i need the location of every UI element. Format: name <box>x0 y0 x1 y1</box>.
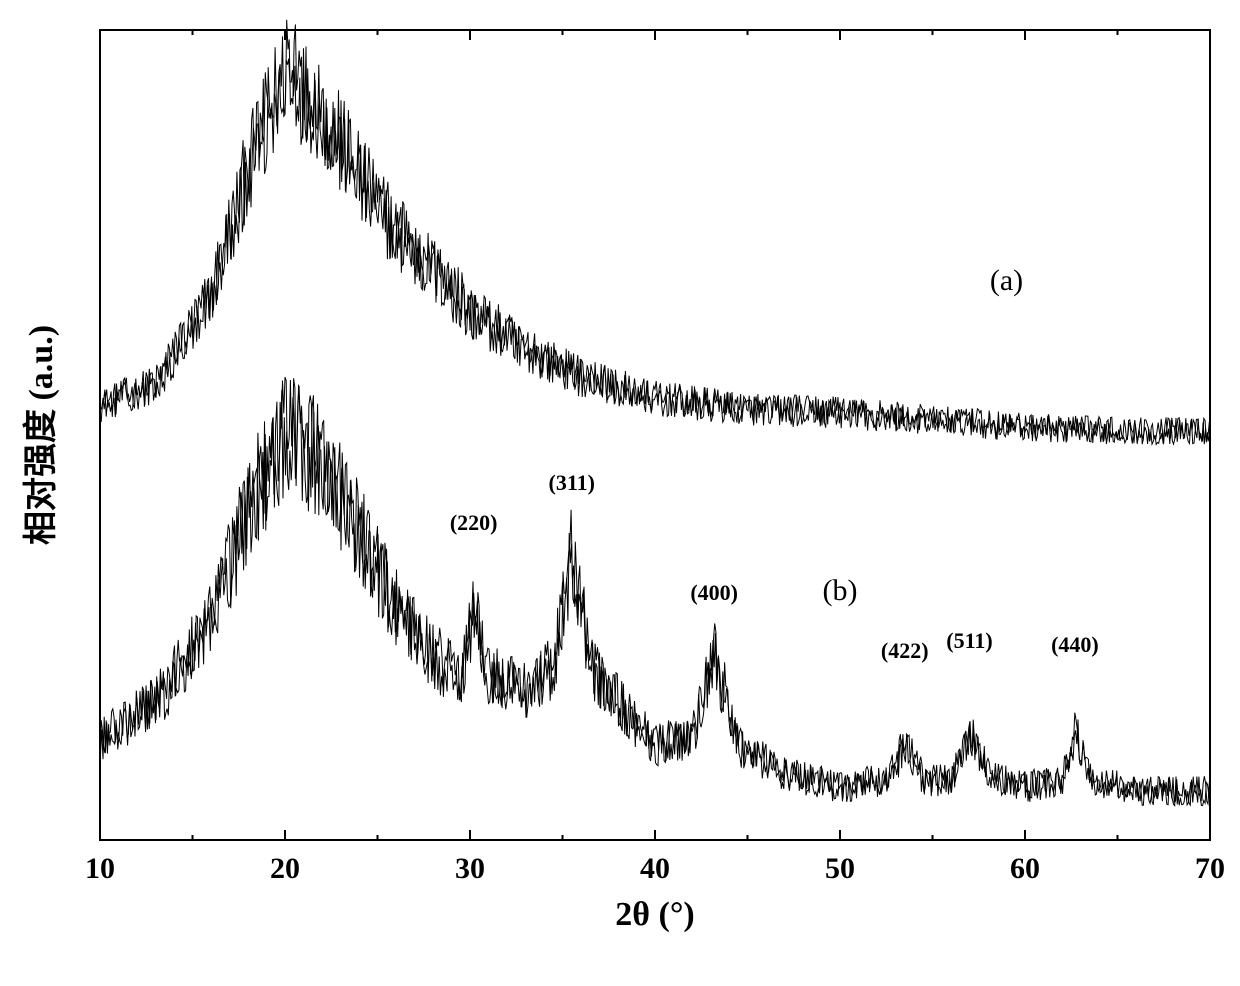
xrd-chart: 10 20 30 40 50 60 70 2θ (°) 相对强度 (a.u.) (a) (b) (22… <box>0 0 1240 986</box>
x-tick-label: 50 <box>825 852 855 885</box>
series-label-a: (a) <box>990 264 1023 297</box>
x-tick-label: 10 <box>85 852 115 885</box>
chart-svg: 10 20 30 40 50 60 70 2θ (°) 相对强度 (a.u.) (a) (b) (22… <box>0 0 1240 986</box>
peak-label: (400) <box>690 580 738 605</box>
peak-label: (511) <box>946 628 992 653</box>
peak-label: (440) <box>1051 632 1099 657</box>
series-label-b: (b) <box>823 574 858 607</box>
x-tick-label: 20 <box>270 852 300 885</box>
x-tick-label: 70 <box>1195 852 1225 885</box>
y-axis-label: 相对强度 (a.u.) <box>22 325 60 545</box>
x-tick-label: 60 <box>1010 852 1040 885</box>
x-tick-label: 40 <box>640 852 670 885</box>
xrd-series-a <box>100 20 1211 445</box>
x-axis-label: 2θ (°) <box>615 896 695 933</box>
peak-label: (220) <box>450 510 498 535</box>
peak-label: (311) <box>549 470 595 495</box>
xrd-series-b <box>100 377 1211 806</box>
plot-frame <box>100 30 1210 840</box>
peak-label: (422) <box>881 638 929 663</box>
x-tick-label: 30 <box>455 852 485 885</box>
